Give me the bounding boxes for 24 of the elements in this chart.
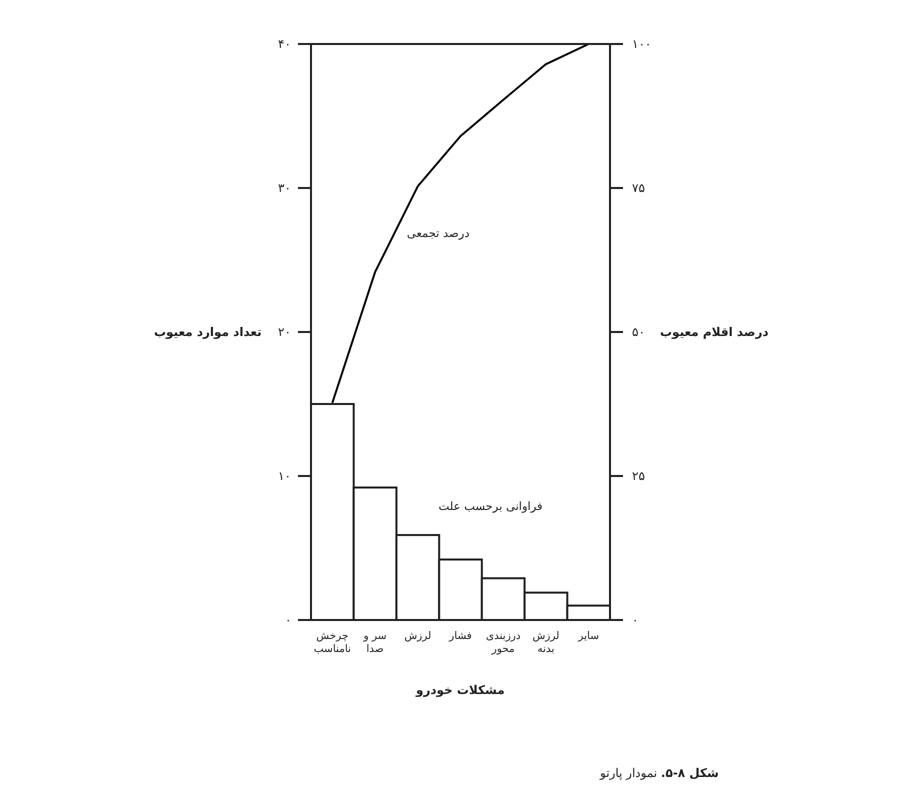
y2-tick-label: ۲۵ (632, 469, 645, 483)
x-tick-label: سایر (576, 630, 600, 644)
y-tick-label: ۲۰ (278, 325, 291, 339)
y-tick-label: ۰ (285, 613, 292, 627)
text: شکل ۸-۵. نمودار پارتو (600, 766, 719, 780)
x-axis-title: مشکلات خودرو (416, 683, 505, 697)
x-tick-label: لرزش (403, 630, 432, 644)
y-axis-title: تعداد موارد معیوب (154, 325, 262, 339)
series-label: فراوانی برحسب علت (438, 498, 543, 513)
x-tick-label: سر و صدا (362, 630, 388, 656)
y2-tick-label: ۰ (632, 613, 638, 627)
line-series (331, 43, 590, 404)
y2-tick-label: ۱۰۰ (632, 37, 652, 51)
y2-tick-label: ۵۰ (632, 325, 645, 339)
y-tick-label: ۳۰ (278, 181, 291, 195)
y2-tick-label: ۷۵ (632, 181, 645, 195)
y-tick-label: ۱۰ (278, 469, 291, 483)
x-tick-label: درزبندی محور (484, 630, 522, 656)
x-tick-label: لرزش بدنه (531, 630, 560, 656)
y-tick-label: ۴۰ (278, 37, 291, 51)
series-label: درصد تجمعی (406, 226, 470, 240)
x-tick-label: چرخش نامناسب (313, 630, 352, 656)
x-tick-label: فشار (448, 630, 473, 644)
y2-axis-title: درصد اقلام معیوب (660, 325, 769, 339)
